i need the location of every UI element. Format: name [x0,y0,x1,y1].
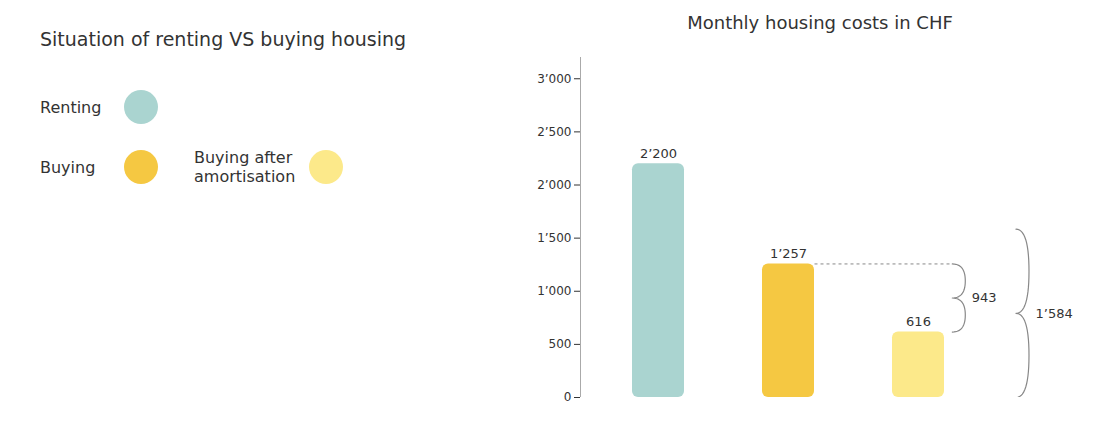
svg-text:2’500: 2’500 [537,125,571,139]
html-text:Buying: Buying [40,157,96,177]
svg-text:943: 943 [972,290,997,305]
svg-text:2’200: 2’200 [640,146,677,161]
html-text:Situation of renting VS buying: Situation of renting VS buying housing [40,28,407,50]
svg-text:1’584: 1’584 [1036,306,1073,321]
svg-text:1’257: 1’257 [770,246,807,261]
html-text:Monthly housing costs in CHF: Monthly housing costs in CHF [687,12,953,33]
svg-text:1’500: 1’500 [537,231,571,245]
svg-text:3’000: 3’000 [537,72,571,86]
html-text:Renting: Renting [40,97,102,117]
svg-text:500: 500 [549,337,572,351]
html-text:Buying after amortisation: Buying after amortisation [194,148,296,186]
svg-text:0: 0 [564,390,572,404]
svg-text:616: 616 [906,314,931,329]
svg-text:1’000: 1’000 [537,284,571,298]
svg-text:2’000: 2’000 [537,178,571,192]
